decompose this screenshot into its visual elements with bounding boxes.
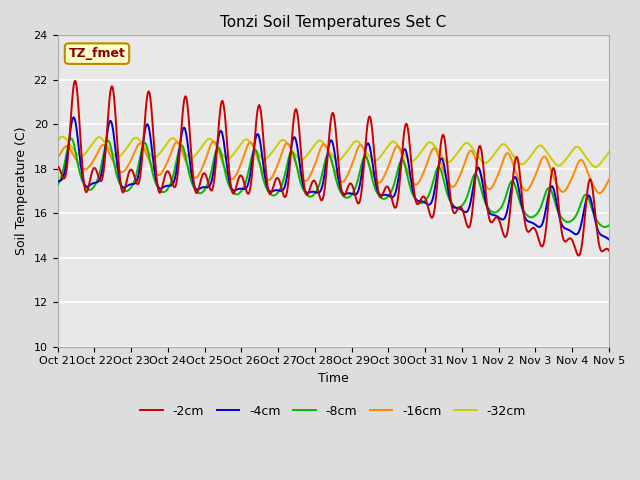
Line: -32cm: -32cm: [58, 137, 609, 167]
-8cm: [67, 136, 75, 142]
-16cm: [63, 144, 71, 149]
Text: TZ_fmet: TZ_fmet: [68, 47, 125, 60]
-16cm: [417, 175, 425, 181]
-2cm: [401, 124, 409, 130]
-32cm: [206, 136, 214, 142]
-32cm: [65, 139, 72, 145]
-8cm: [401, 163, 409, 168]
-32cm: [121, 147, 129, 153]
-16cm: [596, 190, 604, 196]
-32cm: [592, 164, 600, 170]
-2cm: [177, 132, 185, 137]
-8cm: [206, 174, 214, 180]
-32cm: [417, 149, 425, 155]
Line: -16cm: -16cm: [58, 142, 609, 193]
-2cm: [71, 78, 79, 84]
-4cm: [121, 184, 129, 190]
-8cm: [54, 182, 61, 188]
Line: -4cm: -4cm: [58, 117, 609, 240]
-16cm: [605, 177, 612, 182]
-16cm: [120, 168, 128, 174]
-32cm: [58, 134, 66, 140]
-4cm: [54, 179, 61, 184]
-4cm: [206, 182, 214, 188]
-32cm: [177, 144, 185, 150]
-16cm: [401, 161, 409, 167]
-32cm: [401, 153, 409, 158]
-16cm: [205, 145, 213, 151]
-4cm: [605, 237, 612, 242]
Line: -8cm: -8cm: [58, 139, 609, 227]
-2cm: [575, 252, 583, 258]
-2cm: [206, 186, 214, 192]
-8cm: [601, 224, 609, 230]
Legend: -2cm, -4cm, -8cm, -16cm, -32cm: -2cm, -4cm, -8cm, -16cm, -32cm: [135, 400, 531, 423]
-4cm: [177, 135, 185, 141]
Line: -2cm: -2cm: [58, 81, 609, 255]
-4cm: [401, 146, 409, 152]
-32cm: [605, 149, 612, 155]
-8cm: [121, 188, 129, 193]
X-axis label: Time: Time: [318, 372, 349, 385]
Y-axis label: Soil Temperature (C): Soil Temperature (C): [15, 127, 28, 255]
-8cm: [63, 145, 71, 151]
-2cm: [417, 196, 425, 202]
-2cm: [605, 248, 612, 253]
-8cm: [417, 200, 425, 206]
-2cm: [121, 186, 129, 192]
-4cm: [70, 114, 77, 120]
-16cm: [54, 155, 61, 161]
-4cm: [63, 151, 71, 157]
-2cm: [54, 164, 61, 169]
-2cm: [63, 159, 71, 165]
-16cm: [177, 144, 184, 149]
-8cm: [177, 143, 185, 148]
-16cm: [209, 139, 217, 144]
-8cm: [605, 223, 612, 228]
-4cm: [417, 198, 425, 204]
Title: Tonzi Soil Temperatures Set C: Tonzi Soil Temperatures Set C: [220, 15, 446, 30]
-32cm: [54, 138, 61, 144]
